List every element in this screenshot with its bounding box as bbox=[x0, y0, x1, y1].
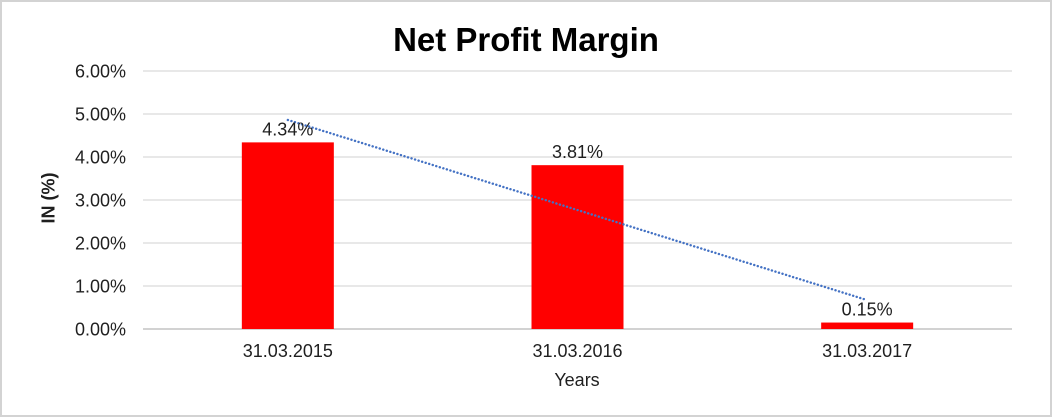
y-tick-label: 6.00% bbox=[75, 62, 126, 82]
y-tick-label: 2.00% bbox=[75, 234, 126, 254]
bar bbox=[241, 142, 334, 329]
x-category-label: 31.03.2015 bbox=[243, 341, 333, 361]
x-category-label: 31.03.2017 bbox=[822, 341, 912, 361]
bar-data-label: 0.15% bbox=[842, 300, 893, 320]
y-tick-label: 4.00% bbox=[75, 148, 126, 168]
y-tick-label: 0.00% bbox=[75, 320, 126, 340]
bar bbox=[531, 165, 624, 329]
x-axis-title: Years bbox=[554, 370, 600, 390]
chart-title: Net Profit Margin bbox=[393, 21, 659, 58]
y-tick-label: 3.00% bbox=[75, 191, 126, 211]
bar bbox=[821, 322, 914, 329]
trendline bbox=[286, 118, 869, 302]
x-category-label: 31.03.2016 bbox=[532, 341, 622, 361]
bar-data-label: 4.34% bbox=[262, 119, 313, 139]
y-tick-label: 5.00% bbox=[75, 105, 126, 125]
bar-data-label: 3.81% bbox=[552, 142, 603, 162]
y-tick-label: 1.00% bbox=[75, 277, 126, 297]
